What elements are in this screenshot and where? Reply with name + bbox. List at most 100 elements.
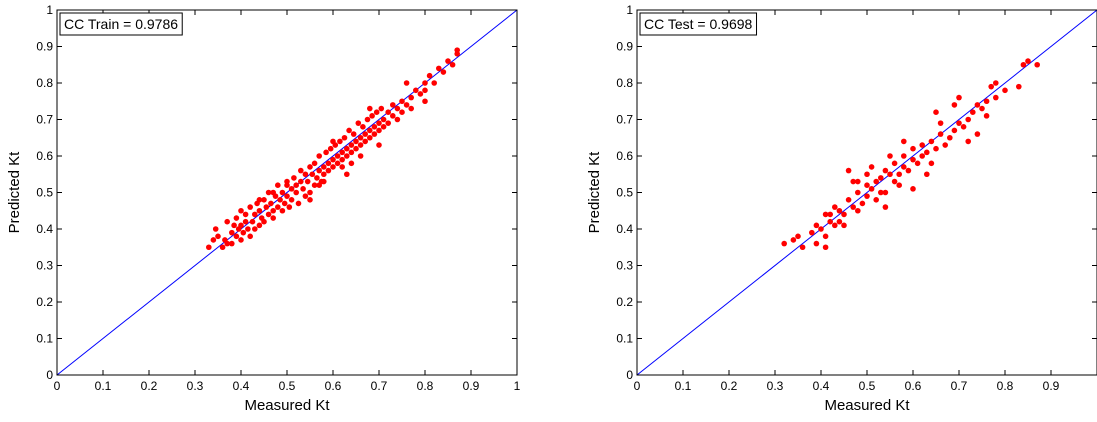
x-tick-label: 0.4 bbox=[233, 379, 250, 393]
x-tick-label: 0.2 bbox=[141, 379, 158, 393]
data-point bbox=[970, 109, 976, 115]
data-point bbox=[937, 120, 944, 126]
data-point bbox=[919, 153, 925, 159]
y-tick-label: 0.4 bbox=[616, 222, 633, 236]
data-point bbox=[914, 160, 921, 167]
data-point bbox=[325, 167, 332, 174]
data-point bbox=[937, 131, 944, 137]
x-tick-label: 0.5 bbox=[279, 379, 296, 393]
data-point bbox=[417, 91, 424, 97]
y-axis-label: Predicted Kt bbox=[6, 151, 23, 234]
x-tick-label: 0.9 bbox=[463, 379, 480, 393]
data-point bbox=[887, 153, 893, 159]
data-point bbox=[924, 149, 930, 156]
y-tick-label: 0.8 bbox=[616, 76, 633, 90]
y-tick-label: 0.6 bbox=[616, 149, 633, 163]
data-point bbox=[965, 138, 971, 145]
data-point bbox=[399, 98, 405, 105]
data-point bbox=[238, 222, 244, 229]
data-point bbox=[367, 105, 373, 112]
data-point bbox=[956, 120, 962, 126]
x-tick-label: 0.7 bbox=[951, 379, 968, 393]
data-point bbox=[281, 200, 288, 207]
data-point bbox=[245, 226, 251, 232]
data-point bbox=[983, 98, 990, 105]
data-point bbox=[330, 138, 336, 145]
data-point bbox=[334, 160, 341, 167]
data-point bbox=[371, 131, 378, 137]
x-tick-label: 1 bbox=[514, 379, 521, 393]
data-point bbox=[362, 138, 369, 145]
data-point bbox=[311, 160, 318, 167]
data-point bbox=[256, 207, 263, 214]
data-point bbox=[316, 153, 323, 159]
y-axis: 0 0.1 0.2 0.3 0.4 0.5 0.6 0.7 0.8 0.9 1 bbox=[616, 3, 1097, 382]
data-point bbox=[288, 186, 295, 192]
data-point bbox=[933, 145, 939, 152]
y-tick-label: 0.1 bbox=[616, 332, 633, 346]
data-point bbox=[974, 102, 981, 108]
x-axis: 0 0.1 0.2 0.3 0.4 0.5 0.6 0.7 0.8 0.9 1 bbox=[54, 10, 521, 393]
data-point bbox=[265, 211, 272, 218]
x-tick-label: 0.6 bbox=[325, 379, 342, 393]
data-point bbox=[344, 153, 350, 159]
data-point bbox=[426, 72, 433, 79]
data-point bbox=[422, 80, 428, 86]
x-tick-label: 0.4 bbox=[813, 379, 830, 393]
data-point bbox=[841, 211, 847, 218]
data-point bbox=[231, 222, 237, 229]
x-tick-label: 0.8 bbox=[997, 379, 1014, 393]
data-point bbox=[279, 189, 286, 196]
data-point bbox=[454, 47, 461, 53]
y-tick-label: 0.2 bbox=[36, 295, 53, 309]
data-point bbox=[832, 222, 838, 229]
data-point bbox=[795, 233, 801, 240]
data-point bbox=[325, 160, 332, 167]
data-point bbox=[924, 171, 930, 178]
data-point bbox=[360, 124, 366, 130]
data-point bbox=[247, 233, 253, 240]
data-point bbox=[378, 105, 385, 112]
y-tick-label: 0.4 bbox=[36, 222, 53, 236]
data-point bbox=[431, 80, 438, 86]
y-tick-label: 0.5 bbox=[36, 186, 53, 200]
x-tick-label: 0.7 bbox=[371, 379, 388, 393]
data-point bbox=[882, 189, 889, 196]
data-point bbox=[947, 134, 953, 141]
data-point bbox=[901, 164, 907, 170]
data-point bbox=[436, 65, 442, 72]
data-point bbox=[390, 113, 396, 119]
data-point bbox=[910, 156, 916, 163]
y-tick-label: 1 bbox=[46, 3, 53, 17]
data-point bbox=[887, 171, 893, 178]
data-point bbox=[376, 142, 382, 148]
data-point bbox=[353, 145, 359, 152]
data-point bbox=[859, 200, 866, 207]
data-point bbox=[348, 149, 355, 156]
data-point bbox=[371, 124, 378, 130]
data-point bbox=[339, 156, 346, 163]
data-point bbox=[270, 215, 277, 221]
correlation-annotation: CC Train = 0.9786 bbox=[64, 16, 178, 32]
data-point bbox=[362, 131, 369, 137]
data-point bbox=[988, 83, 994, 90]
data-point bbox=[974, 131, 981, 137]
data-point bbox=[348, 142, 355, 148]
data-point bbox=[307, 189, 313, 196]
data-points bbox=[206, 47, 461, 251]
data-point bbox=[270, 207, 277, 214]
data-point bbox=[321, 164, 327, 170]
y-tick-label: 1 bbox=[626, 3, 633, 17]
data-point bbox=[790, 237, 797, 243]
y-tick-label: 0.9 bbox=[616, 40, 633, 54]
y-tick-label: 0.5 bbox=[616, 186, 633, 200]
data-point bbox=[781, 240, 787, 247]
data-point bbox=[275, 204, 281, 210]
data-point bbox=[330, 156, 336, 163]
data-point bbox=[951, 127, 958, 134]
data-point bbox=[291, 175, 297, 181]
data-point bbox=[256, 197, 263, 203]
data-point bbox=[827, 218, 833, 225]
data-point bbox=[252, 226, 258, 232]
data-point bbox=[901, 153, 907, 159]
